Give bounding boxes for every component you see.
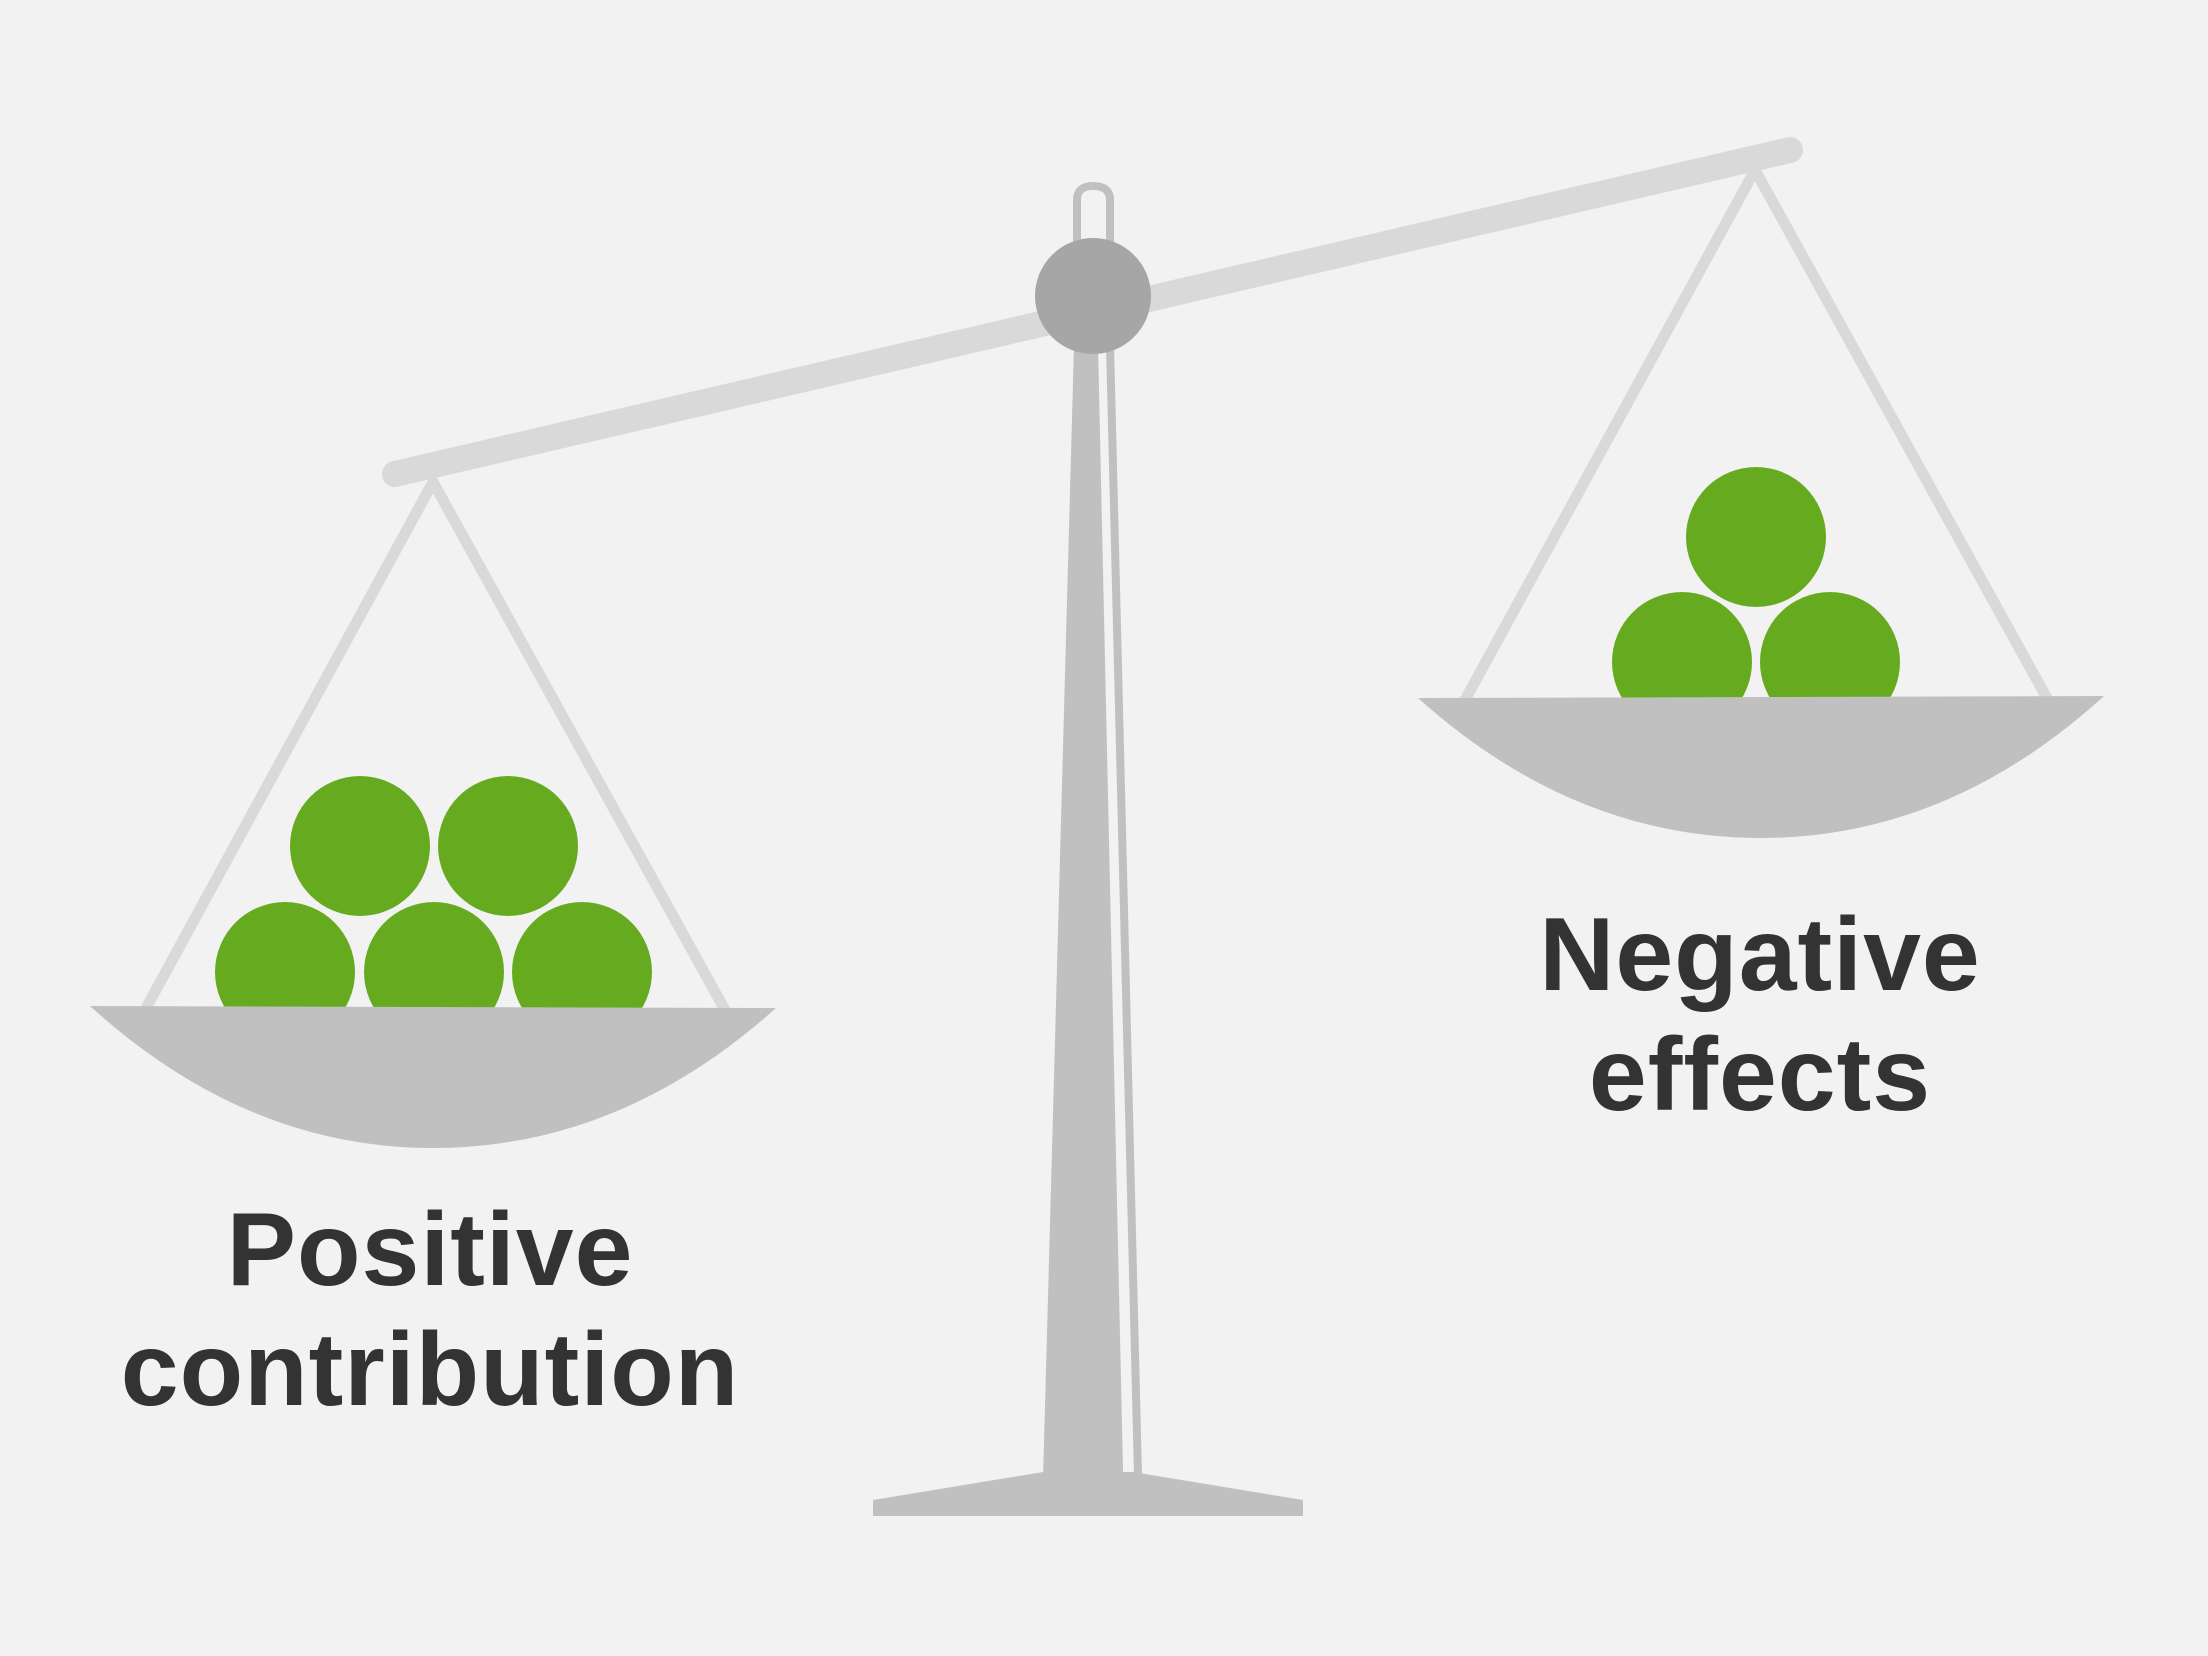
ball bbox=[512, 902, 652, 1042]
right-pan-strings bbox=[1459, 164, 2054, 706]
label-right-line-2: effects bbox=[1588, 1017, 1932, 1133]
label-right-line-1: Negative bbox=[1539, 897, 1981, 1013]
scale-pole bbox=[1042, 345, 1124, 1516]
ball bbox=[290, 776, 430, 916]
right-pan bbox=[1418, 696, 2104, 838]
ball bbox=[1686, 467, 1826, 607]
right-pan-balls bbox=[1612, 467, 1900, 732]
left-pan-balls bbox=[215, 776, 652, 1042]
ball bbox=[438, 776, 578, 916]
scale-needle-top bbox=[1073, 181, 1114, 201]
negative-effects-label: Negative effects bbox=[1480, 895, 2040, 1135]
left-pan-strings bbox=[139, 476, 731, 1016]
label-left-line-1: Positive bbox=[226, 1192, 634, 1308]
ball bbox=[1612, 592, 1752, 732]
pivot-knob bbox=[1035, 238, 1151, 354]
left-pan bbox=[90, 1006, 776, 1148]
positive-contribution-label: Positive contribution bbox=[90, 1190, 770, 1430]
label-left-line-2: contribution bbox=[120, 1312, 740, 1428]
